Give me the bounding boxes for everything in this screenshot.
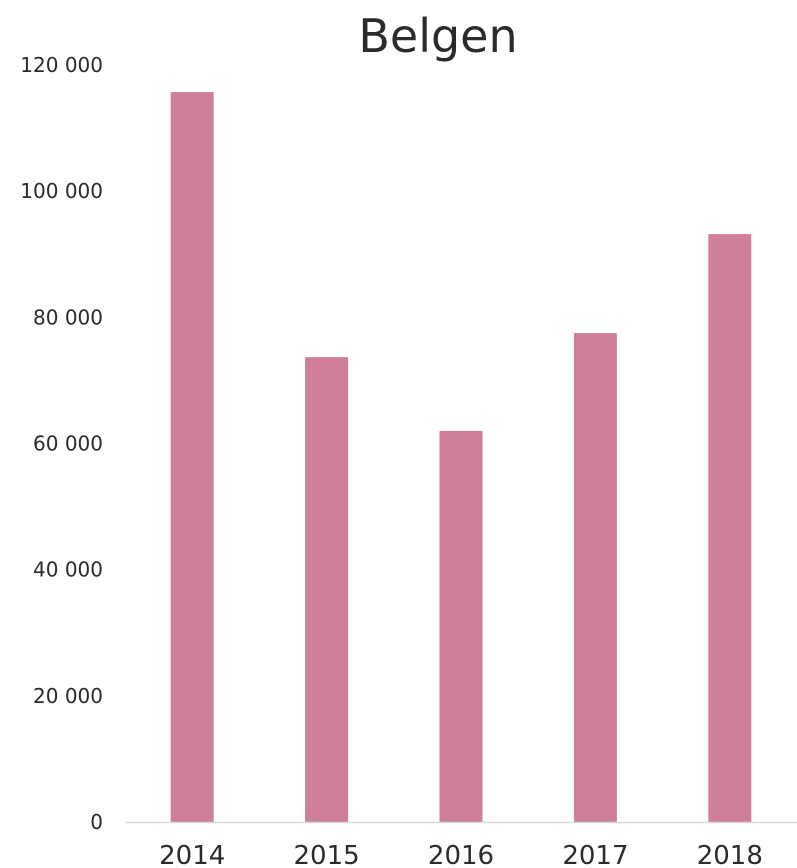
bar-2014 — [170, 92, 214, 823]
y-tick-label: 20 000 — [33, 684, 103, 708]
bar-2015 — [305, 357, 349, 822]
bar-2017 — [573, 333, 617, 822]
y-tick-label: 0 — [90, 810, 103, 834]
x-tick-label: 2017 — [562, 841, 628, 868]
y-tick-label: 100 000 — [20, 179, 103, 203]
bar-2016 — [439, 430, 483, 822]
x-tick-label: 2015 — [294, 841, 360, 868]
y-tick-label: 120 000 — [20, 53, 103, 77]
x-tick-label: 2014 — [159, 841, 225, 868]
y-tick-label: 40 000 — [33, 558, 103, 582]
x-tick-label: 2016 — [428, 841, 494, 868]
x-tick-label: 2018 — [697, 841, 763, 868]
y-tick-label: 80 000 — [33, 305, 103, 329]
bars — [170, 92, 752, 823]
bar-2018 — [708, 234, 752, 823]
chart-title: Belgen — [358, 9, 517, 63]
y-tick-label: 60 000 — [33, 432, 103, 456]
y-axis: 0 20 000 40 000 60 000 80 000 100 000 120 000 — [20, 53, 103, 834]
x-axis: 2014 2015 2016 2017 2018 — [159, 841, 763, 868]
